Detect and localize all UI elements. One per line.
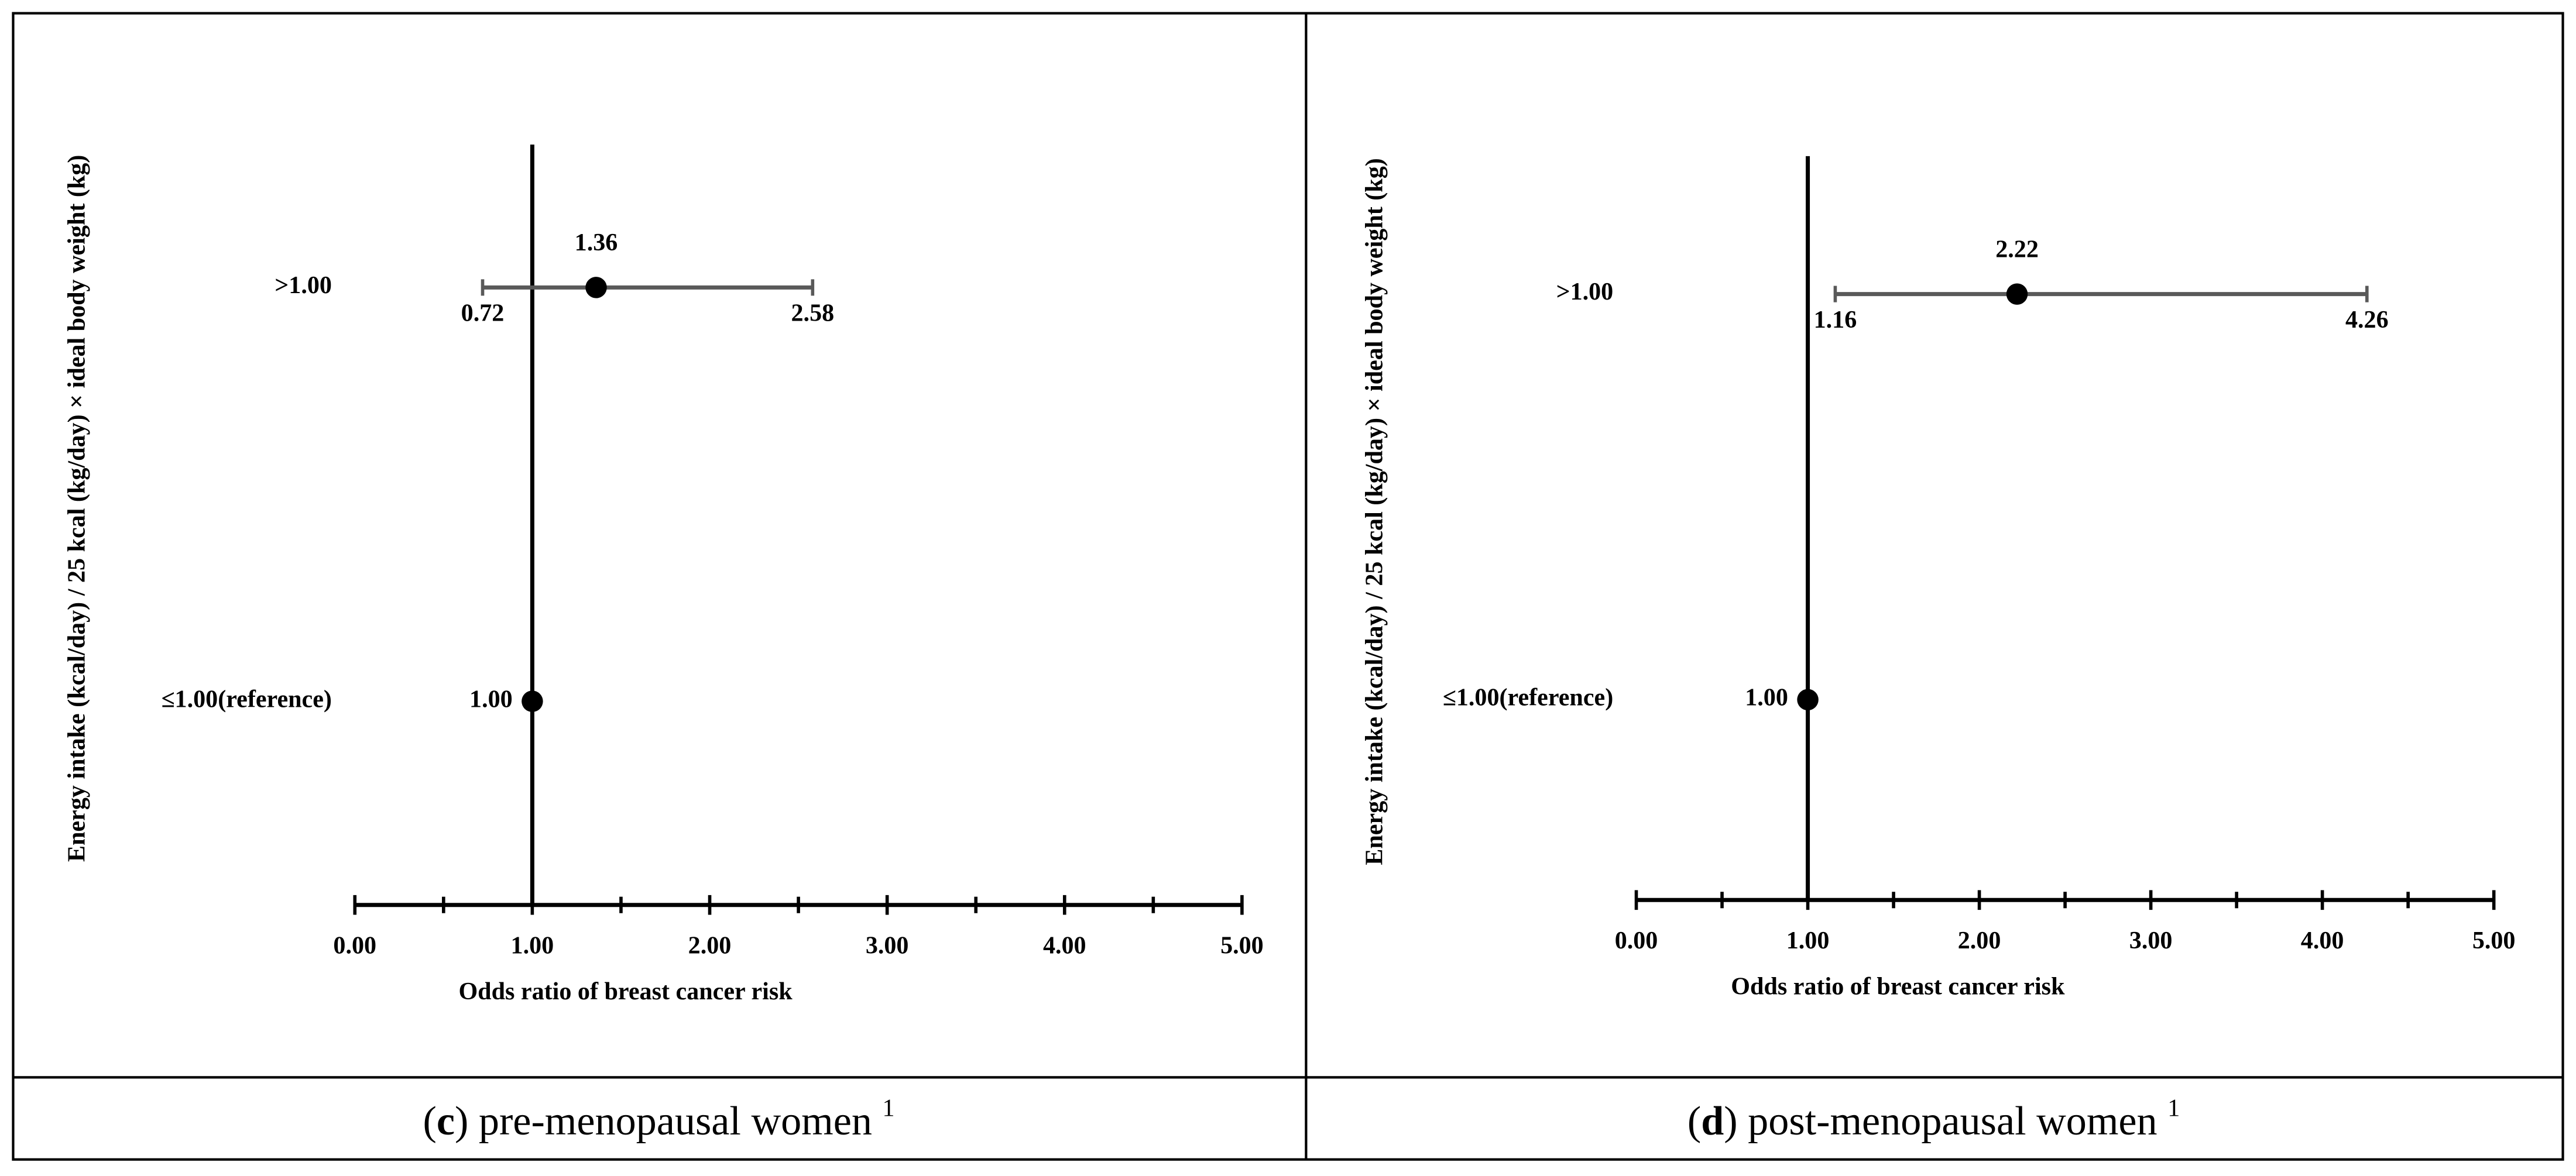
category-label: ≤1.00(reference): [1443, 684, 1614, 711]
caption-note: 1: [2167, 1094, 2180, 1122]
value-label: 1.00: [1745, 684, 1788, 711]
ci-upper-label: 4.26: [2345, 306, 2389, 333]
point: [522, 690, 543, 712]
value-label: 2.22: [1995, 235, 2039, 263]
value-label: 1.00: [469, 685, 513, 713]
caption-open: (: [423, 1098, 436, 1144]
caption: (c) pre-menopausal women 1: [423, 1094, 894, 1144]
caption-note: 1: [883, 1094, 895, 1122]
ci-lower-label: 0.72: [461, 300, 505, 327]
x-tick-label: 1.00: [511, 931, 554, 959]
x-tick-label: 1.00: [1786, 927, 1830, 954]
point: [1797, 689, 1819, 711]
point: [2006, 283, 2028, 305]
caption-open: (: [1687, 1098, 1701, 1144]
caption-label: d: [1701, 1098, 1724, 1144]
x-tick-label: 5.00: [2472, 927, 2516, 954]
ci-upper-label: 2.58: [791, 300, 834, 327]
x-tick-label: 4.00: [2301, 927, 2344, 954]
x-axis-title: Odds ratio of breast cancer risk: [1731, 973, 2065, 1000]
category-label: >1.00: [1556, 278, 1614, 305]
x-tick-label: 4.00: [1043, 931, 1086, 959]
caption-label: c: [437, 1098, 455, 1144]
x-tick-label: 3.00: [2129, 927, 2173, 954]
y-axis-title: Energy intake (kcal/day) / 25 kcal (kg/d…: [63, 155, 90, 862]
x-tick-label: 0.00: [333, 931, 376, 959]
y-axis-title: Energy intake (kcal/day) / 25 kcal (kg/d…: [1361, 158, 1388, 865]
ci-lower-label: 1.16: [1814, 306, 1857, 333]
caption-text: ) post-menopausal women: [1724, 1098, 2167, 1144]
x-tick-label: 2.00: [688, 931, 732, 959]
category-label: >1.00: [275, 271, 332, 299]
value-label: 1.36: [575, 229, 618, 256]
x-tick-label: 2.00: [1958, 927, 2001, 954]
x-tick-label: 0.00: [1615, 927, 1658, 954]
x-tick-label: 5.00: [1220, 931, 1264, 959]
category-label: ≤1.00(reference): [161, 685, 332, 713]
x-tick-label: 3.00: [866, 931, 909, 959]
caption-text: ) pre-menopausal women: [455, 1098, 883, 1144]
point: [585, 277, 607, 298]
outer-border: [12, 12, 2564, 1161]
caption: (d) post-menopausal women 1: [1687, 1094, 2180, 1144]
x-axis-title: Odds ratio of breast cancer risk: [458, 978, 793, 1005]
